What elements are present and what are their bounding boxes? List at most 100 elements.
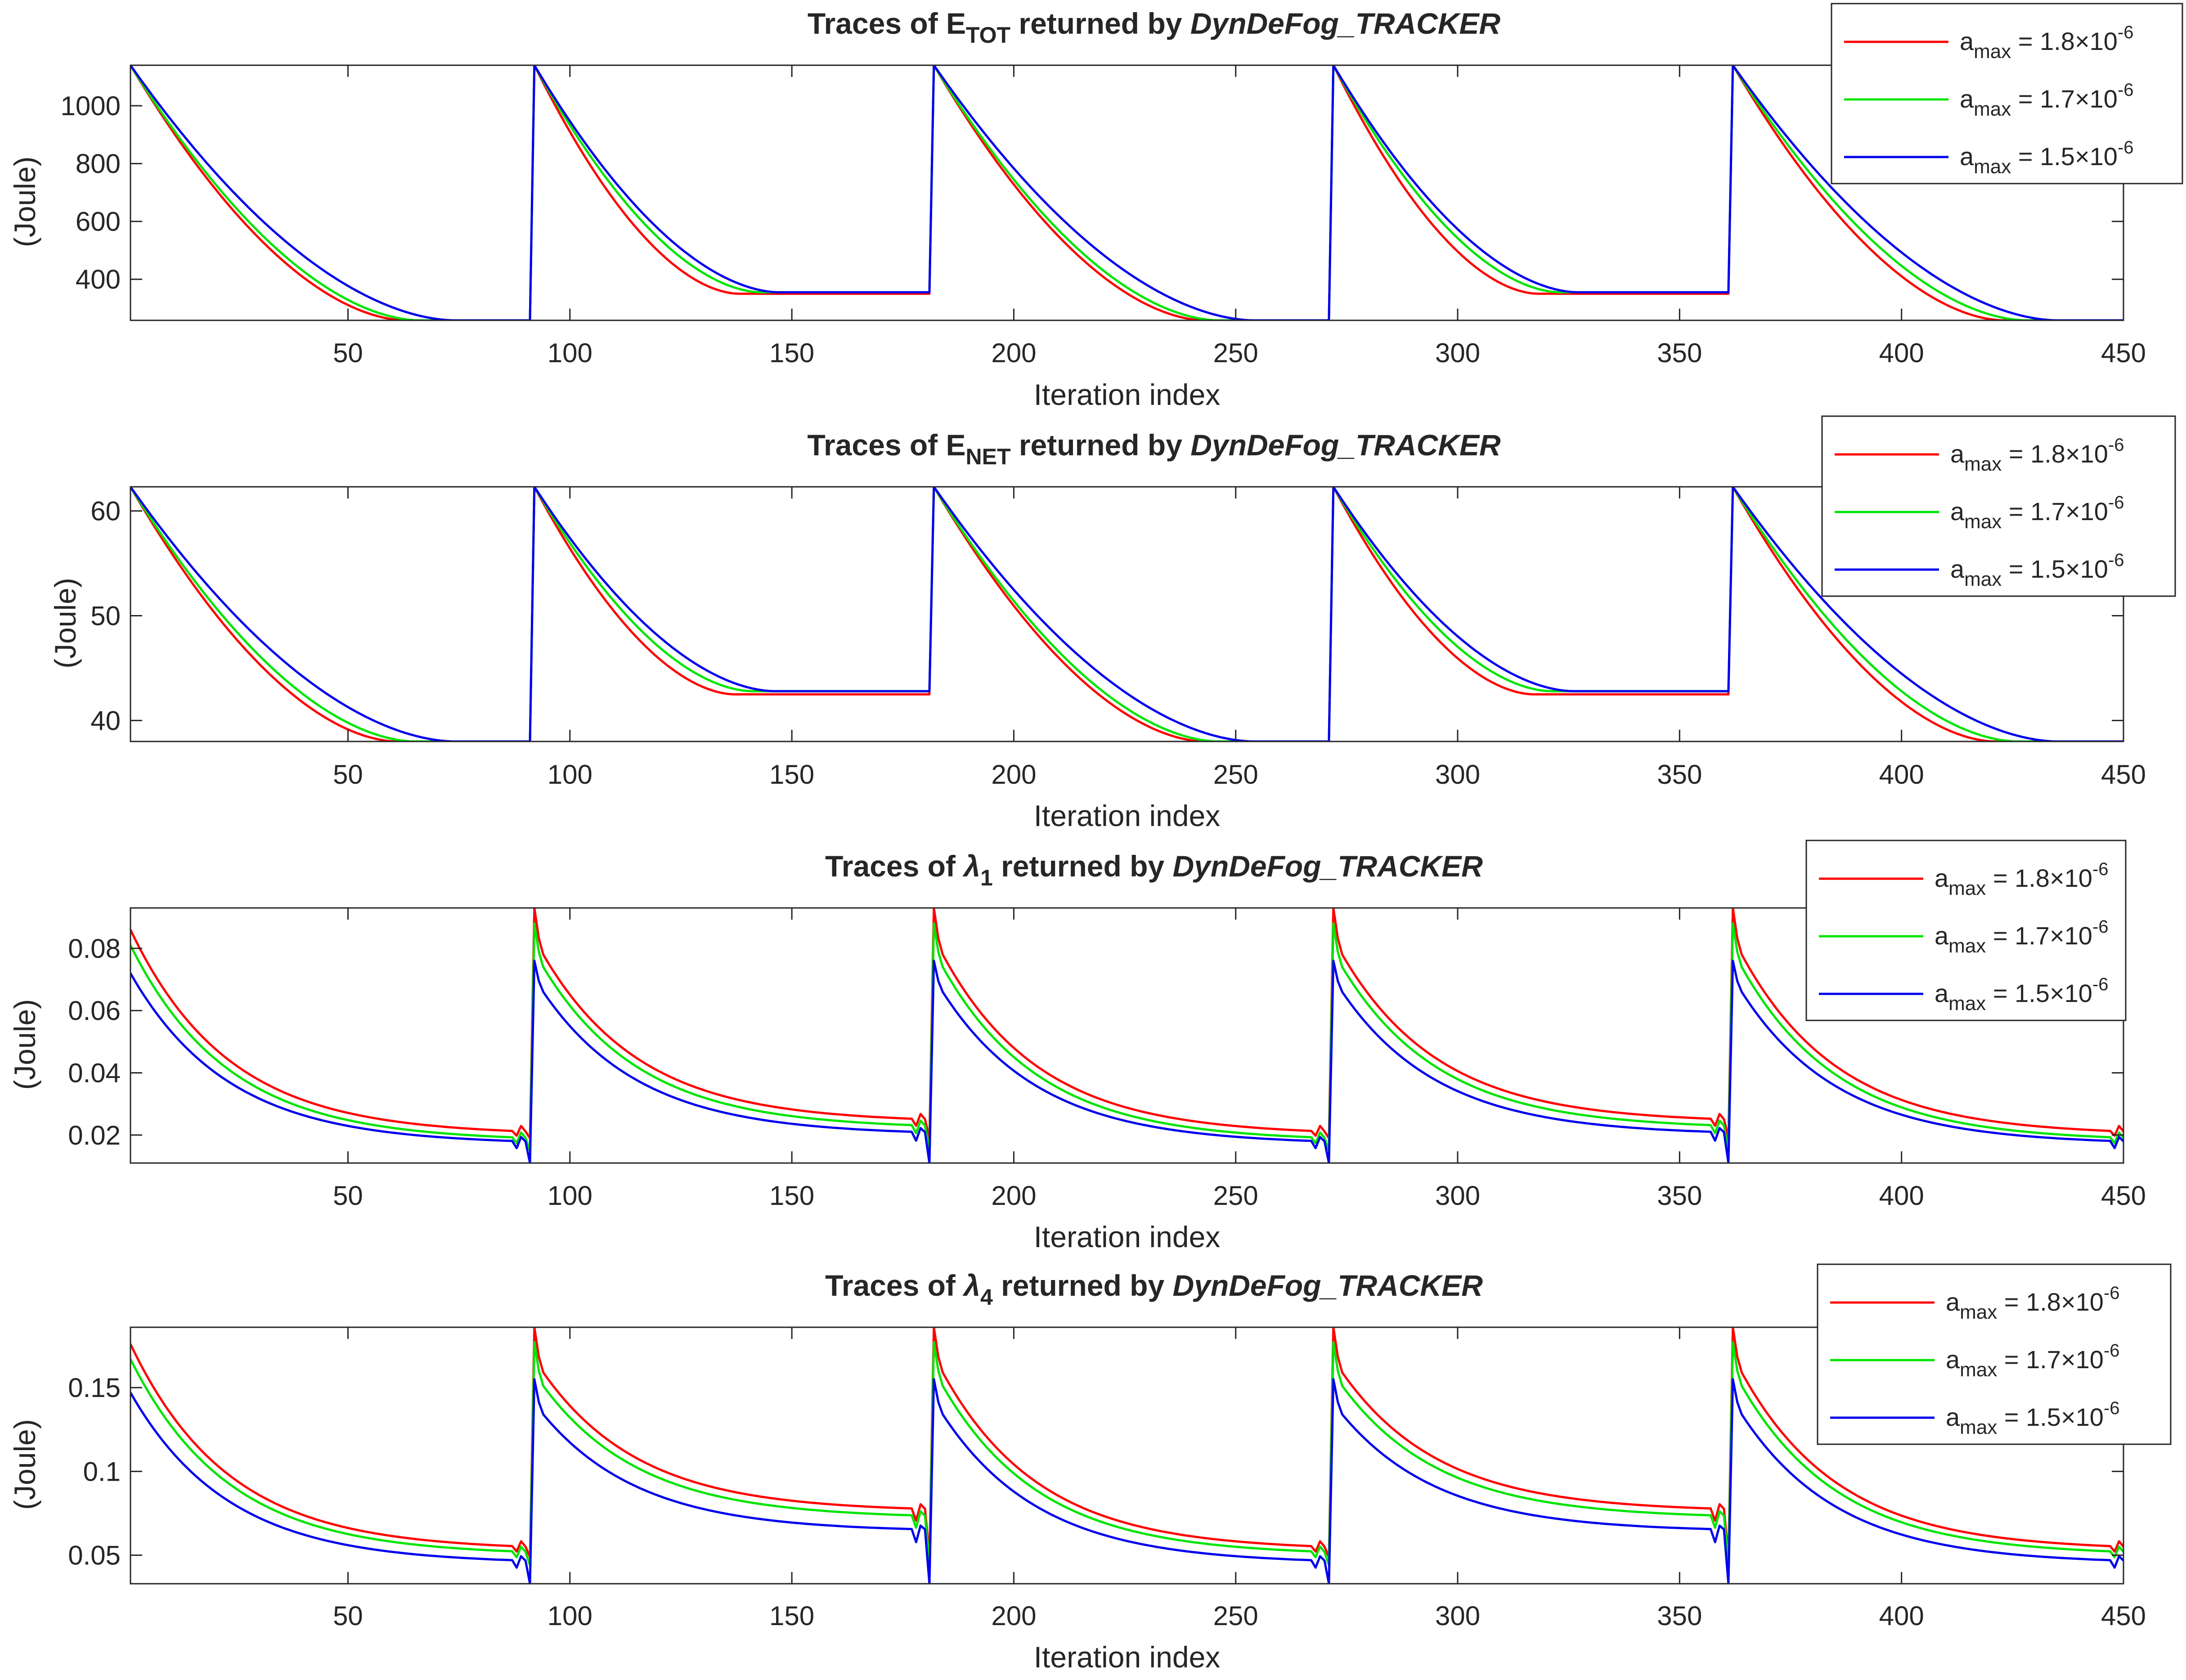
legend-entry: amax = 1.5×10-6 (1946, 1398, 2120, 1438)
x-tick-label: 450 (2101, 1181, 2146, 1211)
axes-box (130, 64, 2124, 321)
x-tick-label: 50 (333, 1601, 363, 1631)
series-line-3 (130, 487, 2123, 741)
legend: amax = 1.8×10-6 amax = 1.7×10-6 amax = 1.5… (1821, 415, 2176, 597)
series-line-1 (130, 1327, 2123, 1558)
x-tick-label: 400 (1879, 1601, 1924, 1631)
y-tick-label: 0.15 (68, 1373, 121, 1403)
legend-entry: amax = 1.8×10-6 (1935, 859, 2109, 899)
x-tick-label: 100 (548, 1601, 593, 1631)
x-tick-label: 300 (1435, 338, 1480, 368)
y-axis-label: (Joule) (8, 157, 41, 247)
x-tick-label: 250 (1213, 338, 1258, 368)
legend-entry: amax = 1.7×10-6 (1960, 80, 2134, 120)
x-axis-label: Iteration index (1034, 378, 1221, 411)
legend-entry: amax = 1.5×10-6 (1960, 138, 2134, 178)
series-line-2 (130, 65, 2123, 320)
y-tick-label: 0.02 (68, 1120, 121, 1150)
chart-title: Traces of λ1 returned by DynDeFog_TRACKE… (825, 849, 1483, 890)
x-tick-label: 400 (1879, 759, 1924, 790)
chart-title: Traces of ENET returned by DynDeFog_TRAC… (807, 428, 1501, 469)
chart-panel-3: 50 100 150 200 250 300 350 400 450 0.02 0.04 0.06 0.… (8, 840, 2146, 1253)
series-line-3 (130, 65, 2123, 320)
x-tick-label: 100 (548, 759, 593, 790)
series-line-2 (130, 487, 2123, 741)
x-tick-label: 300 (1435, 1181, 1480, 1211)
legend: amax = 1.8×10-6 amax = 1.7×10-6 amax = 1.5… (1831, 3, 2183, 184)
legend: amax = 1.8×10-6 amax = 1.7×10-6 amax = 1.5… (1817, 1263, 2172, 1445)
axes-box (130, 486, 2124, 742)
x-tick-label: 200 (991, 338, 1036, 368)
legend-entry: amax = 1.8×10-6 (1960, 22, 2134, 63)
x-axis-label: Iteration index (1034, 1220, 1221, 1253)
x-axis-label: Iteration index (1034, 799, 1221, 832)
legend-entry: amax = 1.5×10-6 (1950, 550, 2124, 590)
y-tick-label: 60 (90, 496, 121, 526)
legend-entry: amax = 1.8×10-6 (1946, 1283, 2120, 1323)
series-line-2 (130, 922, 2123, 1152)
x-tick-label: 100 (548, 1181, 593, 1211)
x-tick-label: 250 (1213, 759, 1258, 790)
legend: amax = 1.8×10-6 amax = 1.7×10-6 amax = 1.5… (1805, 840, 2127, 1021)
x-tick-label: 450 (2101, 338, 2146, 368)
y-tick-label: 0.04 (68, 1058, 121, 1088)
y-tick-label: 1000 (61, 91, 121, 121)
x-tick-label: 150 (769, 759, 814, 790)
x-tick-label: 350 (1657, 1601, 1702, 1631)
chart-panel-1: 50 100 150 200 250 300 350 400 450 400 600 800 1000 I… (8, 3, 2183, 411)
x-tick-label: 150 (769, 1601, 814, 1631)
x-tick-label: 300 (1435, 1601, 1480, 1631)
series-line-3 (130, 1378, 2123, 1584)
legend-entry: amax = 1.7×10-6 (1946, 1341, 2120, 1381)
y-tick-label: 400 (76, 265, 121, 295)
y-tick-label: 0.06 (68, 996, 121, 1026)
x-tick-label: 200 (991, 759, 1036, 790)
y-tick-label: 0.08 (68, 934, 121, 964)
x-tick-label: 250 (1213, 1601, 1258, 1631)
y-tick-label: 800 (76, 149, 121, 179)
chart-panel-2: 50 100 150 200 250 300 350 400 450 40 50 60 Iteratio… (49, 415, 2176, 832)
series-line-1 (130, 487, 2123, 741)
x-tick-label: 150 (769, 1181, 814, 1211)
series-line-2 (130, 1341, 2123, 1567)
x-tick-label: 50 (333, 759, 363, 790)
chart-title: Traces of λ4 returned by DynDeFog_TRACKE… (825, 1269, 1483, 1310)
x-tick-label: 50 (333, 338, 363, 368)
y-tick-label: 40 (90, 705, 121, 736)
legend-box (1821, 415, 2176, 597)
y-tick-label: 0.1 (83, 1456, 121, 1487)
y-tick-label: 0.05 (68, 1541, 121, 1571)
y-axis-label: (Joule) (8, 999, 41, 1090)
x-tick-label: 150 (769, 338, 814, 368)
chart-title: Traces of ETOT returned by DynDeFog_TRAC… (808, 7, 1501, 48)
axes-box (130, 1326, 2124, 1585)
y-axis-label: (Joule) (49, 578, 82, 669)
x-tick-label: 50 (333, 1181, 363, 1211)
x-tick-label: 200 (991, 1601, 1036, 1631)
legend-box (1817, 1263, 2172, 1445)
x-tick-label: 450 (2101, 759, 2146, 790)
x-tick-label: 250 (1213, 1181, 1258, 1211)
series-line-1 (130, 908, 2123, 1140)
x-tick-label: 450 (2101, 1601, 2146, 1631)
axes-box (130, 907, 2124, 1164)
x-tick-label: 400 (1879, 338, 1924, 368)
x-tick-label: 350 (1657, 338, 1702, 368)
series-line-3 (130, 960, 2123, 1163)
chart-panel-4: 50 100 150 200 250 300 350 400 450 0.05 0.1 0.15 Ite… (8, 1263, 2172, 1674)
y-tick-label: 600 (76, 207, 121, 237)
x-tick-label: 200 (991, 1181, 1036, 1211)
x-tick-label: 350 (1657, 1181, 1702, 1211)
x-tick-label: 350 (1657, 759, 1702, 790)
series-line-1 (130, 65, 2123, 320)
legend-entry: amax = 1.5×10-6 (1935, 975, 2109, 1015)
legend-box (1805, 840, 2127, 1021)
x-tick-label: 400 (1879, 1181, 1924, 1211)
x-axis-label: Iteration index (1034, 1640, 1221, 1674)
legend-entry: amax = 1.8×10-6 (1950, 435, 2124, 475)
x-tick-label: 100 (548, 338, 593, 368)
y-axis-label: (Joule) (8, 1419, 41, 1510)
legend-entry: amax = 1.7×10-6 (1935, 917, 2109, 957)
legend-box (1831, 3, 2183, 184)
